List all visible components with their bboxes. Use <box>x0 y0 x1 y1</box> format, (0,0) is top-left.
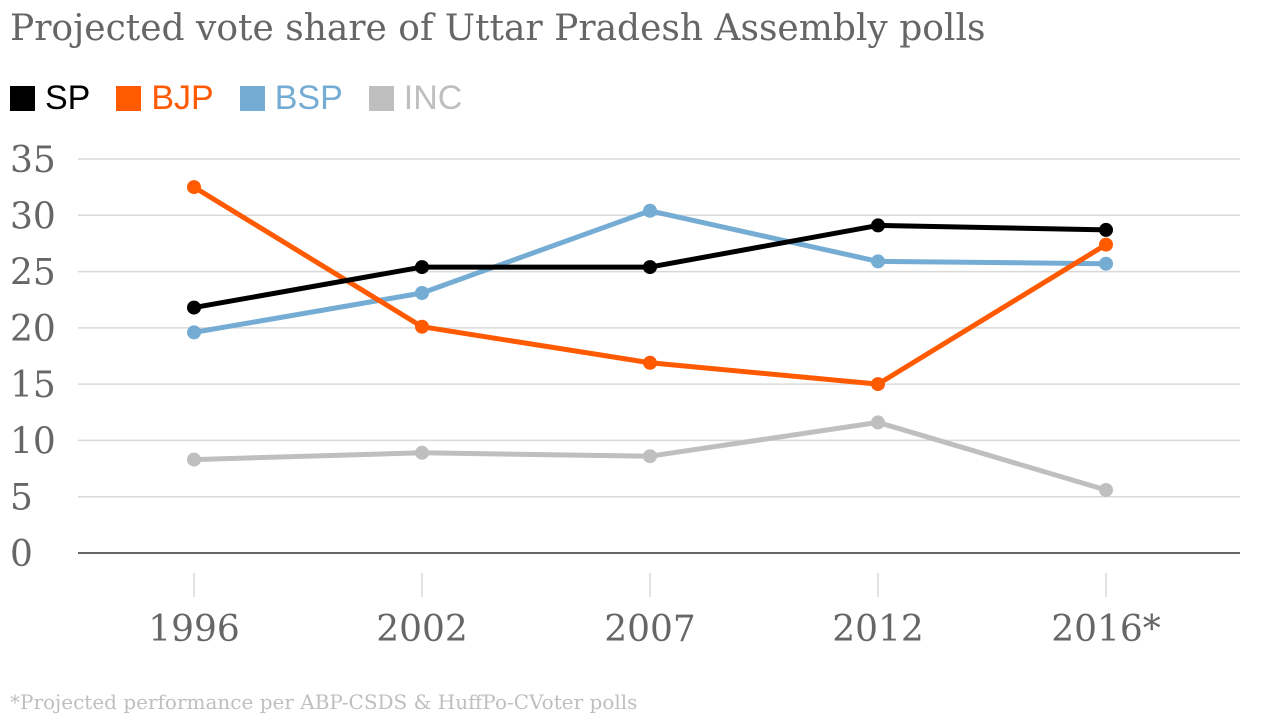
legend-swatch-bsp <box>239 85 265 111</box>
data-point-bjp <box>871 377 885 392</box>
data-point-bjp <box>1099 237 1113 252</box>
x-tick-label: 2012 <box>832 609 924 650</box>
y-axis-ticks: 0 5 10 15 20 25 30 35 <box>10 140 56 575</box>
data-point-inc <box>643 449 657 464</box>
chart-title: Projected vote share of Uttar Pradesh As… <box>10 8 986 49</box>
x-tick-label: 2016* <box>1051 609 1161 650</box>
data-point-bjp <box>415 319 429 334</box>
legend-swatch-sp <box>10 85 35 111</box>
y-tick-label: 25 <box>10 253 56 294</box>
y-tick-label: 15 <box>10 365 56 406</box>
legend: SP BJP BSP INC <box>10 78 488 118</box>
data-point-bjp <box>643 355 657 370</box>
y-tick-label: 20 <box>10 309 56 350</box>
legend-label-inc: INC <box>403 79 463 117</box>
data-point-bsp <box>1099 256 1113 271</box>
data-point-inc <box>1099 483 1113 497</box>
legend-item-bsp: BSP <box>239 78 343 118</box>
data-point-sp <box>871 218 885 233</box>
y-tick-label: 10 <box>10 421 56 462</box>
data-point-sp <box>187 300 201 315</box>
legend-swatch-inc <box>368 85 394 111</box>
data-point-bsp <box>643 203 657 218</box>
legend-swatch-bjp <box>116 85 142 111</box>
legend-label-sp: SP <box>45 79 91 117</box>
data-point-bjp <box>187 180 201 195</box>
y-tick-label: 35 <box>10 140 56 181</box>
x-axis: 1996 2002 2007 2012 2016* <box>78 552 1240 650</box>
data-point-bsp <box>187 325 201 340</box>
data-point-sp <box>1099 222 1113 237</box>
y-tick-label: 5 <box>10 478 33 519</box>
data-point-bsp <box>871 254 885 269</box>
data-point-sp <box>415 260 429 275</box>
legend-label-bjp: BJP <box>151 79 214 117</box>
footnote: *Projected performance per ABP-CSDS & Hu… <box>10 690 638 714</box>
data-point-inc <box>871 415 885 430</box>
legend-item-inc: INC <box>368 78 463 118</box>
legend-item-bjp: BJP <box>116 78 214 118</box>
gridlines <box>78 158 1240 498</box>
data-point-inc <box>415 445 429 460</box>
x-tick-label: 2002 <box>376 609 468 650</box>
data-point-bsp <box>415 286 429 300</box>
legend-label-bsp: BSP <box>274 79 343 117</box>
legend-item-sp: SP <box>10 78 90 118</box>
x-tick-label: 1996 <box>148 609 240 650</box>
y-tick-label: 30 <box>10 196 56 237</box>
data-point-sp <box>643 260 657 275</box>
series-lines <box>187 180 1113 497</box>
y-tick-label: 0 <box>10 534 33 575</box>
data-point-inc <box>187 452 201 467</box>
x-tick-label: 2007 <box>604 609 696 650</box>
